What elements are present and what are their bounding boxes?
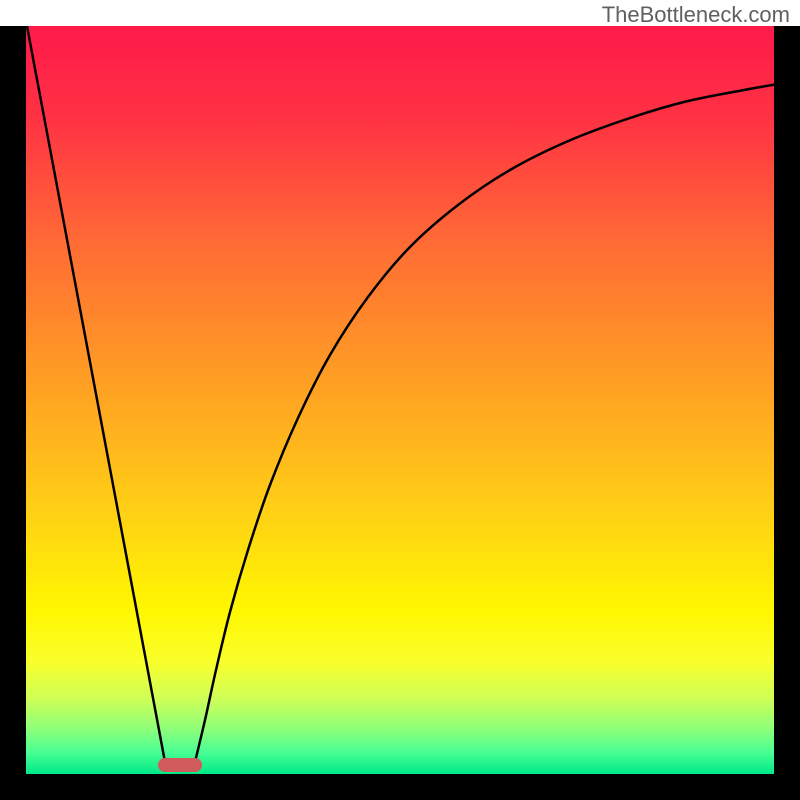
watermark-text: TheBottleneck.com	[602, 2, 790, 28]
plot-background	[26, 26, 774, 774]
bottleneck-chart	[0, 0, 800, 800]
chart-container: TheBottleneck.com	[0, 0, 800, 800]
optimal-marker	[158, 758, 202, 772]
